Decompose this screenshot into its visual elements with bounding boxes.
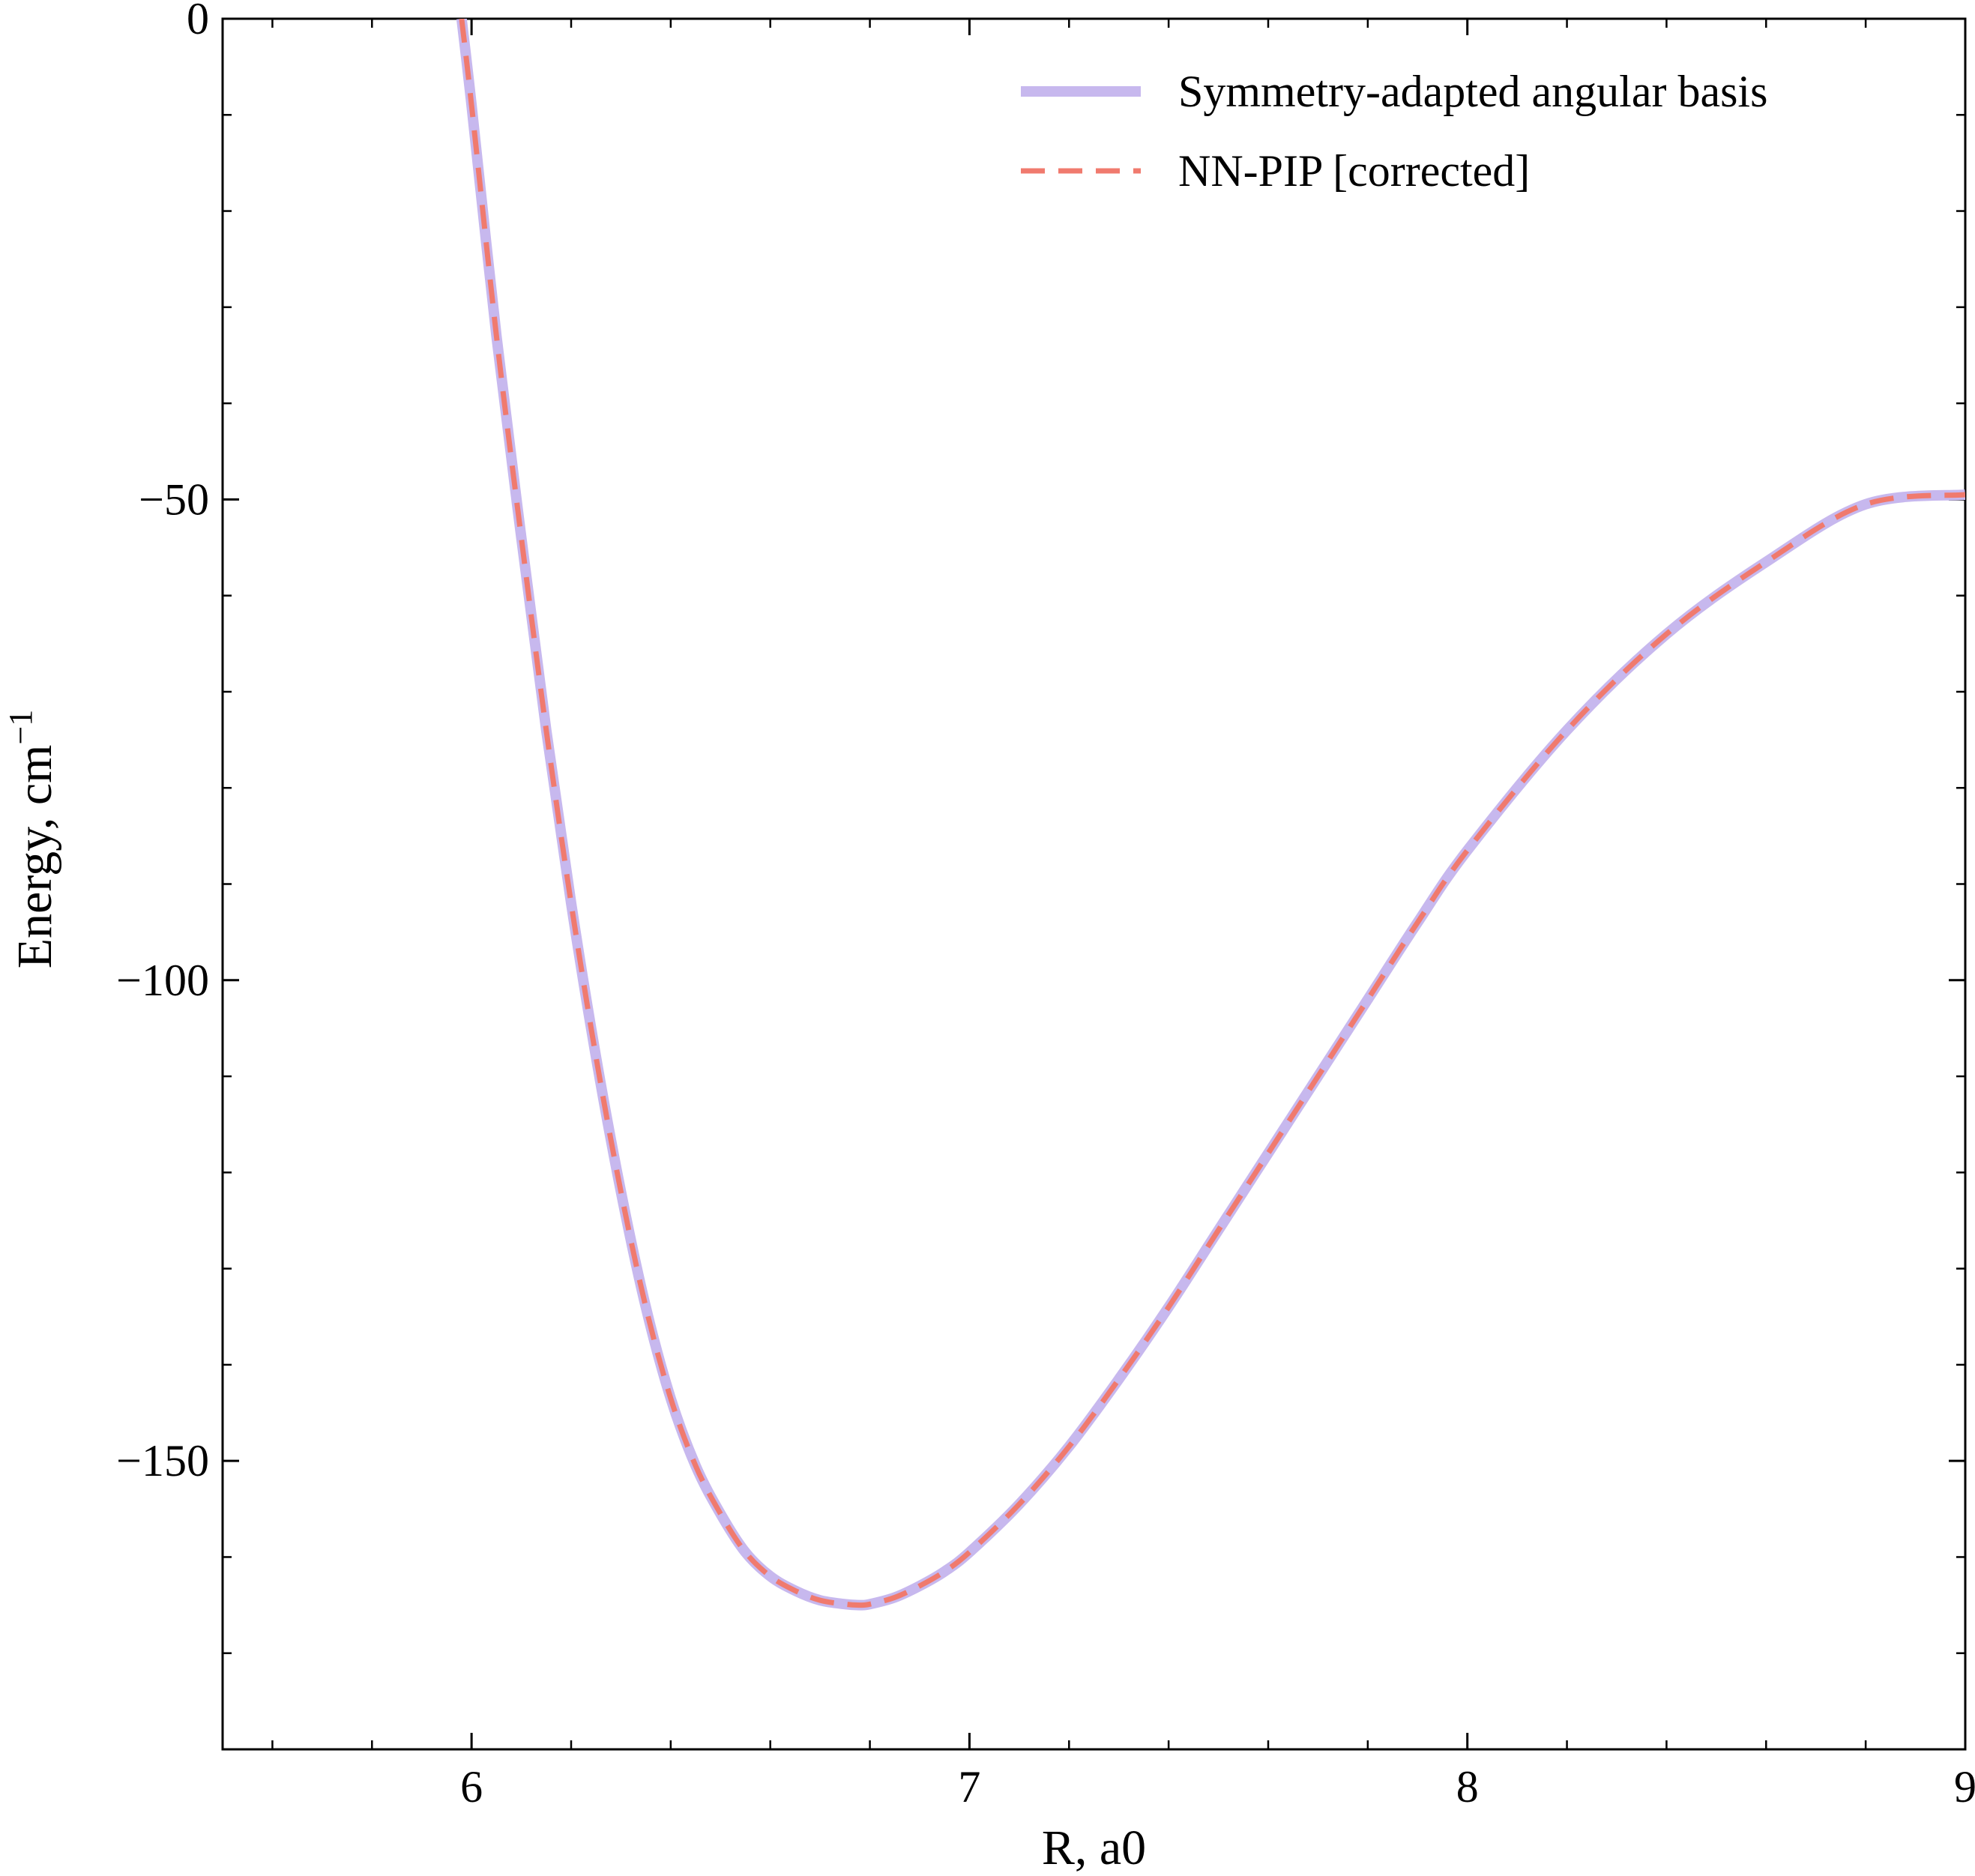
- y-tick-label: −50: [139, 474, 209, 524]
- y-tick-label: −150: [116, 1436, 209, 1486]
- x-tick-label: 8: [1456, 1762, 1479, 1812]
- y-tick-label: 0: [187, 0, 209, 43]
- y-axis-title: Energy, cm−1: [2, 710, 62, 969]
- y-axis-title-superscript: −1: [2, 710, 39, 745]
- legend: Symmetry-adapted angular basis NN-PIP [co…: [1021, 67, 1767, 196]
- y-tick-label: −100: [116, 956, 209, 1005]
- y-axis-title-main: Energy, cm: [7, 745, 62, 969]
- legend-label: NN-PIP [corrected]: [1178, 146, 1530, 196]
- legend-label: Symmetry-adapted angular basis: [1178, 67, 1767, 116]
- series-lines: [456, 19, 1965, 1611]
- x-tick-label: 9: [1954, 1762, 1975, 1812]
- tick-labels: 6 7 8 9 0 −50 −100 −150: [116, 0, 1975, 1812]
- x-tick-label: 7: [958, 1762, 980, 1812]
- x-tick-label: 6: [460, 1762, 483, 1812]
- x-axis-title: R, a0: [1042, 1821, 1146, 1875]
- axis-ticks: [223, 17, 1967, 1749]
- y-axis-title-group: Energy, cm−1: [2, 710, 62, 969]
- series-line-symmetry-adapted: [456, 19, 1965, 1611]
- plot-area-frame: [221, 17, 1967, 1751]
- series-line-nn-pip: [459, 19, 1965, 1608]
